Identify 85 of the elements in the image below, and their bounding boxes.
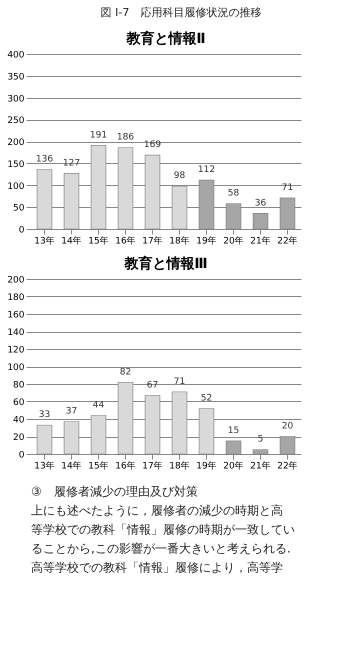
bar: [144, 154, 160, 230]
x-tick-label: 17年: [142, 460, 163, 472]
y-tick-label: 160: [7, 310, 25, 320]
text: 上にも述べたように，履修者の減少の時期と高: [31, 504, 283, 518]
data-label: 98: [174, 171, 186, 182]
y-tick-label: 250: [7, 116, 25, 126]
data-label: 20: [282, 422, 294, 432]
bar: [252, 212, 268, 230]
x-tick-label: 20年: [223, 460, 244, 472]
chart-title: 教育と情報Ⅱ: [125, 30, 206, 47]
data-label: 71: [174, 376, 186, 387]
text: 図 I-7 応用科目履修状況の推移: [100, 6, 262, 19]
y-tick-label: 400: [7, 50, 25, 60]
bar: [64, 421, 80, 454]
x-tick-label: 19年: [196, 460, 217, 472]
data-label: 191: [90, 130, 108, 140]
bar: [64, 173, 80, 230]
x-tick-label: 17年: [142, 236, 163, 246]
bar: [144, 395, 160, 454]
data-label: 186: [116, 132, 134, 143]
bar: [90, 415, 106, 454]
data-label: 52: [200, 394, 212, 404]
x-tick-label: 19年: [196, 236, 217, 246]
x-tick-label: 13年: [34, 236, 55, 246]
data-label: 44: [92, 400, 104, 410]
bar: [90, 145, 106, 230]
bar: [252, 449, 268, 454]
y-tick-label: 140: [7, 328, 25, 338]
y-tick-label: 100: [7, 363, 25, 373]
data-label: 82: [120, 367, 132, 378]
x-tick-label: 21年: [250, 460, 271, 472]
x-tick-label: 14年: [61, 460, 82, 472]
x-tick-label: 21年: [250, 236, 271, 246]
y-tick-label: 0: [18, 450, 25, 460]
bar: [280, 436, 296, 454]
x-tick-label: 16年: [115, 460, 136, 472]
x-tick-label: 22年: [277, 460, 298, 472]
data-label: 71: [282, 182, 294, 193]
y-tick-label: 120: [7, 346, 25, 356]
data-label: 136: [36, 154, 54, 164]
y-tick-label: 20: [13, 433, 25, 443]
bar: [118, 147, 134, 230]
bar: [36, 169, 52, 230]
chart-title: 教育と情報Ⅲ: [123, 255, 208, 272]
data-label: 112: [198, 165, 216, 175]
data-label: 169: [144, 140, 162, 150]
bar: [172, 186, 188, 230]
y-tick-label: 100: [7, 182, 25, 192]
y-tick-label: 350: [7, 72, 25, 82]
y-tick-label: 300: [7, 94, 25, 104]
text: 高等学校での教科「情報」履修により，高等学: [31, 560, 283, 574]
x-tick-label: 18年: [169, 236, 190, 246]
data-label: 15: [228, 426, 240, 436]
bar: [118, 382, 134, 454]
y-tick-label: 60: [13, 398, 25, 408]
y-tick-label: 80: [13, 380, 25, 390]
bar: [280, 198, 296, 230]
data-label: 58: [228, 188, 240, 199]
bar: [198, 180, 214, 230]
y-tick-label: 40: [13, 416, 25, 426]
y-tick-label: 200: [7, 138, 25, 148]
bar: [226, 440, 242, 454]
y-tick-label: 180: [7, 293, 25, 303]
data-label: 33: [38, 410, 50, 420]
x-tick-label: 14年: [61, 236, 82, 246]
bar: [36, 424, 52, 454]
x-tick-label: 15年: [88, 460, 109, 472]
text: ることから,この影響が一番大きいと考えられる.: [31, 542, 291, 556]
data-label: 37: [66, 406, 78, 417]
x-tick-label: 18年: [169, 460, 190, 472]
data-label: 36: [254, 198, 266, 208]
text: ③ 履修者減少の理由及び対策: [31, 484, 198, 498]
x-tick-label: 16年: [115, 236, 136, 246]
bar: [226, 203, 242, 230]
bar: [198, 408, 214, 454]
x-tick-label: 13年: [34, 460, 55, 472]
x-tick-label: 15年: [88, 236, 109, 246]
x-tick-label: 20年: [223, 236, 244, 246]
y-tick-label: 150: [7, 160, 25, 170]
y-tick-label: 50: [13, 204, 25, 214]
x-tick-label: 22年: [277, 236, 298, 246]
y-tick-label: 0: [18, 226, 25, 236]
text: 等学校での教科「情報」履修の時期が一致してい: [31, 522, 295, 536]
bar: [172, 392, 188, 454]
y-tick-label: 200: [7, 276, 25, 286]
